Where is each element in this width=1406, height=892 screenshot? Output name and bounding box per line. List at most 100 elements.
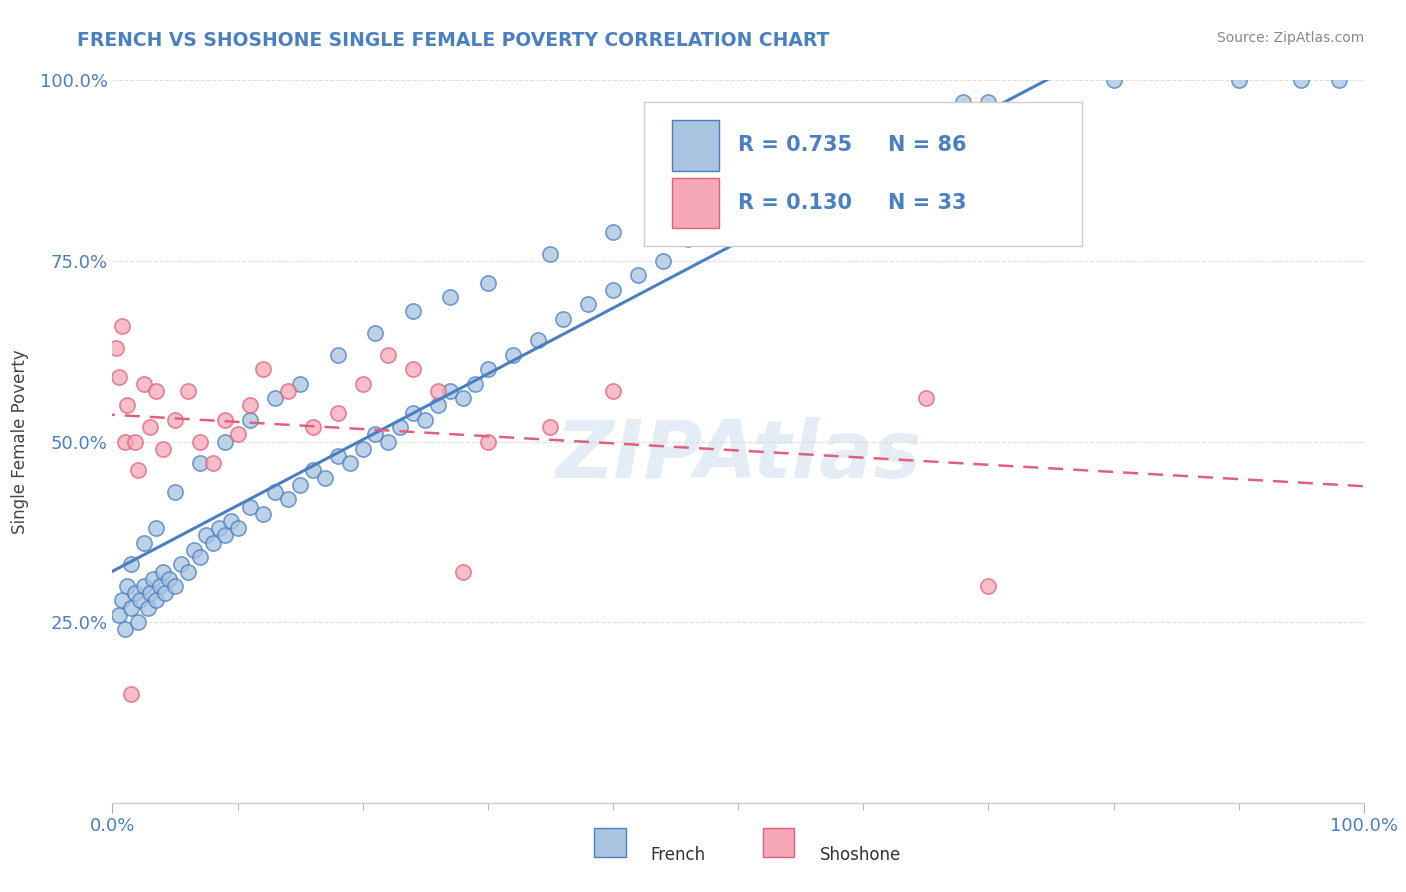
Point	[120, 558, 142, 572]
Point	[377, 348, 399, 362]
Point	[301, 420, 323, 434]
Point	[664, 203, 686, 218]
Point	[464, 376, 486, 391]
Point	[145, 593, 167, 607]
Text: ZIPAtlas: ZIPAtlas	[555, 417, 921, 495]
Point	[702, 218, 724, 232]
Point	[977, 579, 1000, 593]
Point	[120, 600, 142, 615]
Point	[111, 593, 134, 607]
Point	[132, 376, 155, 391]
Point	[136, 600, 159, 615]
Text: Source: ZipAtlas.com: Source: ZipAtlas.com	[1216, 31, 1364, 45]
Point	[477, 276, 499, 290]
Point	[413, 413, 436, 427]
Point	[326, 449, 349, 463]
FancyBboxPatch shape	[672, 120, 720, 170]
Point	[439, 290, 461, 304]
Point	[221, 514, 243, 528]
Point	[226, 427, 249, 442]
Text: Shoshone: Shoshone	[820, 847, 901, 864]
Point	[538, 246, 561, 260]
Point	[188, 434, 211, 449]
Point	[277, 384, 299, 398]
Point	[132, 535, 155, 549]
Point	[364, 326, 387, 341]
Point	[163, 413, 186, 427]
Point	[127, 463, 149, 477]
Point	[1291, 73, 1313, 87]
Point	[163, 579, 186, 593]
Point	[152, 442, 174, 456]
Point	[314, 471, 336, 485]
Text: R = 0.735: R = 0.735	[738, 136, 852, 155]
Point	[402, 362, 425, 376]
Point	[124, 586, 146, 600]
Point	[290, 478, 312, 492]
Point	[477, 362, 499, 376]
Point	[426, 398, 449, 412]
Point	[352, 442, 374, 456]
Point	[117, 398, 139, 412]
Text: N = 86: N = 86	[889, 136, 967, 155]
Point	[527, 334, 550, 348]
Point	[157, 572, 180, 586]
Point	[214, 528, 236, 542]
Point	[377, 434, 399, 449]
Point	[239, 398, 262, 412]
Point	[676, 232, 699, 246]
Point	[120, 687, 142, 701]
Point	[1102, 73, 1125, 87]
Point	[107, 607, 129, 622]
Point	[538, 420, 561, 434]
Point	[402, 406, 425, 420]
Point	[752, 167, 775, 181]
Point	[1327, 73, 1350, 87]
Point	[163, 485, 186, 500]
Point	[239, 500, 262, 514]
Point	[170, 558, 193, 572]
Text: N = 33: N = 33	[889, 193, 967, 213]
Point	[145, 521, 167, 535]
Point	[952, 95, 974, 109]
Point	[201, 535, 224, 549]
Point	[364, 427, 387, 442]
Point	[915, 117, 938, 131]
Point	[117, 579, 139, 593]
Point	[301, 463, 323, 477]
Point	[602, 283, 624, 297]
Point	[153, 586, 176, 600]
Y-axis label: Single Female Poverty: Single Female Poverty	[10, 350, 28, 533]
Point	[290, 376, 312, 391]
Point	[176, 565, 198, 579]
Point	[114, 623, 136, 637]
Point	[201, 456, 224, 470]
FancyBboxPatch shape	[644, 102, 1083, 246]
Point	[129, 593, 152, 607]
Point	[214, 413, 236, 427]
Text: R = 0.130: R = 0.130	[738, 193, 852, 213]
Point	[188, 456, 211, 470]
Point	[576, 297, 599, 311]
Point	[252, 507, 274, 521]
Point	[326, 406, 349, 420]
Point	[127, 615, 149, 630]
Point	[145, 384, 167, 398]
Point	[152, 565, 174, 579]
Point	[264, 391, 287, 405]
Point	[389, 420, 412, 434]
Point	[226, 521, 249, 535]
FancyBboxPatch shape	[763, 828, 794, 857]
Point	[477, 434, 499, 449]
Point	[451, 565, 474, 579]
Text: French: French	[651, 847, 706, 864]
Point	[111, 318, 134, 333]
Point	[652, 253, 675, 268]
Point	[326, 348, 349, 362]
Text: FRENCH VS SHOSHONE SINGLE FEMALE POVERTY CORRELATION CHART: FRENCH VS SHOSHONE SINGLE FEMALE POVERTY…	[77, 31, 830, 50]
Point	[114, 434, 136, 449]
Point	[132, 579, 155, 593]
Point	[502, 348, 524, 362]
Point	[214, 434, 236, 449]
Point	[239, 413, 262, 427]
